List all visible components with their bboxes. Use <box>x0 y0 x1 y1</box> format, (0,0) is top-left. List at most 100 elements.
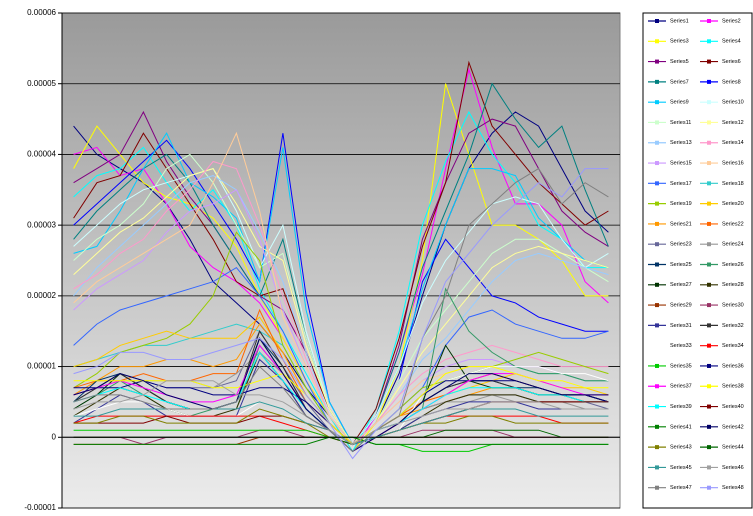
legend-label: Series22 <box>722 221 744 227</box>
legend-label: Series43 <box>670 445 692 451</box>
legend-marker <box>655 100 659 105</box>
legend-label: Series28 <box>722 282 744 288</box>
legend-marker <box>655 445 659 450</box>
legend-marker <box>655 343 659 348</box>
legend-label: Series6 <box>722 59 741 65</box>
legend-marker <box>707 404 711 409</box>
legend-marker <box>707 445 711 450</box>
legend-label: Series19 <box>670 201 692 207</box>
legend-marker <box>655 384 659 389</box>
legend-label: Series48 <box>722 485 744 491</box>
legend-marker <box>707 485 711 490</box>
legend-marker <box>655 303 659 308</box>
legend-marker <box>655 161 659 166</box>
plot-area <box>61 12 621 509</box>
legend-label: Series32 <box>722 323 744 329</box>
legend-marker <box>655 363 659 368</box>
legend-marker <box>655 242 659 247</box>
legend-label: Series9 <box>670 100 689 106</box>
legend-marker <box>707 201 711 206</box>
legend-marker <box>655 19 659 23</box>
legend-marker <box>707 39 711 44</box>
legend-label: Series14 <box>722 140 744 146</box>
legend-label: Series42 <box>722 424 744 430</box>
legend-label: Series33 <box>670 343 692 349</box>
series-line <box>73 168 609 446</box>
axes: -0.00001 0 0.00001 0.00002 0.00003 0.00004 0.0… <box>24 8 620 512</box>
legend-label: Series41 <box>670 424 692 430</box>
legend-label: Series30 <box>722 303 744 309</box>
legend-label: Series15 <box>670 160 692 166</box>
legend-marker <box>707 323 711 328</box>
legend-label: Series17 <box>670 181 692 187</box>
legend-label: Series37 <box>670 384 692 390</box>
legend-marker <box>707 19 711 23</box>
legend-label: Series25 <box>670 262 692 268</box>
legend-label: Series8 <box>722 79 741 85</box>
legend-marker <box>655 404 659 409</box>
legend-marker <box>707 384 711 389</box>
legend-label: Series3 <box>670 39 689 45</box>
legend-marker <box>655 59 659 64</box>
legend-marker <box>655 485 659 490</box>
legend-marker <box>707 465 711 470</box>
legend-marker <box>707 343 711 348</box>
legend-label: Series21 <box>670 221 692 227</box>
legend-marker <box>707 424 711 429</box>
legend-label: Series26 <box>722 262 744 268</box>
legend-label: Series13 <box>670 140 692 146</box>
legend-label: Series34 <box>722 343 744 349</box>
legend-label: Series29 <box>670 303 692 309</box>
series-line <box>73 168 609 460</box>
legend-box <box>642 12 753 509</box>
legend-label: Series20 <box>722 201 744 207</box>
legend-label: Series10 <box>722 100 744 106</box>
y-tick-label: 0.00001 <box>27 362 56 371</box>
legend-label: Series35 <box>670 363 692 369</box>
legend-marker <box>707 221 711 226</box>
y-tick-label: 0.00005 <box>27 79 56 88</box>
legend-label: Series31 <box>670 323 692 329</box>
legend-label: Series1 <box>670 18 689 24</box>
legend-marker <box>655 201 659 206</box>
legend-marker <box>707 363 711 368</box>
legend-marker <box>707 282 711 287</box>
legend-label: Series4 <box>722 39 741 45</box>
legend-marker <box>655 79 659 84</box>
legend-marker <box>655 424 659 429</box>
y-tick-label: 0 <box>52 432 57 441</box>
series-line <box>73 366 609 446</box>
legend-marker <box>655 282 659 287</box>
y-tick-label: 0.00006 <box>27 8 56 17</box>
legend-label: Series46 <box>722 465 744 471</box>
legend-marker <box>707 100 711 105</box>
legend-marker <box>655 221 659 226</box>
legend-label: Series24 <box>722 242 744 248</box>
legend-label: Series38 <box>722 384 744 390</box>
legend-marker <box>707 140 711 145</box>
legend-label: Series23 <box>670 242 692 248</box>
legend-label: Series12 <box>722 120 744 126</box>
legend-label: Series18 <box>722 181 744 187</box>
legend-label: Series39 <box>670 404 692 410</box>
legend-marker <box>707 303 711 308</box>
legend-label: Series5 <box>670 59 689 65</box>
legend-marker <box>707 59 711 64</box>
legend-label: Series2 <box>722 18 741 24</box>
legend-marker <box>655 262 659 267</box>
legend-marker <box>655 181 659 186</box>
legend-marker <box>707 161 711 166</box>
legend-label: Series11 <box>670 120 691 126</box>
legend-marker <box>655 323 659 328</box>
legend-label: Series27 <box>670 282 692 288</box>
legend-marker <box>655 120 659 125</box>
legend-label: Series45 <box>670 465 692 471</box>
legend-marker <box>655 39 659 44</box>
y-tick-label: 0.00002 <box>27 291 56 300</box>
legend-label: Series16 <box>722 160 744 166</box>
y-tick-label: 0.00003 <box>27 220 56 229</box>
y-tick-label: 0.00004 <box>27 150 56 159</box>
legend: Series1 Series2 Series3 Series4 Series5 Serie… <box>648 18 744 491</box>
legend-marker <box>655 140 659 145</box>
legend-marker <box>707 181 711 186</box>
